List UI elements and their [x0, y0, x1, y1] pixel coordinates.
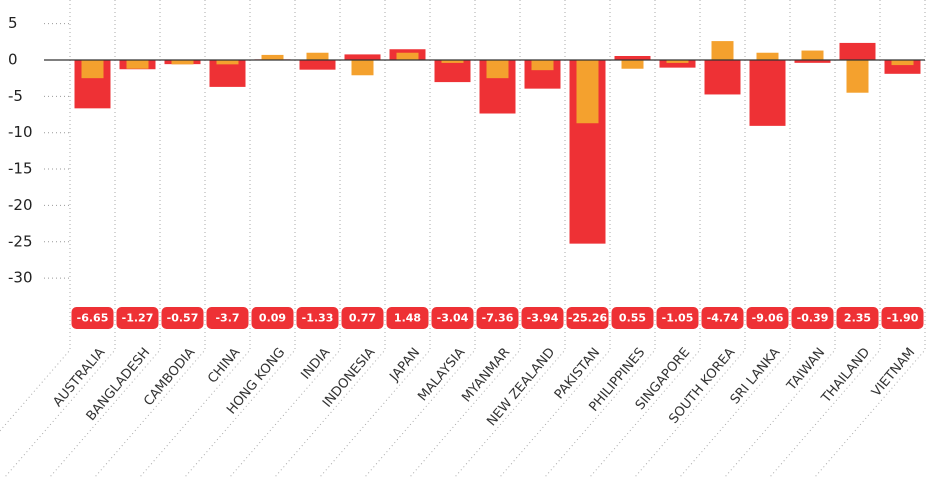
value-label-bg	[161, 307, 204, 329]
separator	[634, 0, 746, 477]
bar	[801, 50, 824, 60]
value-label: -1.05	[662, 312, 694, 325]
separator	[94, 0, 206, 477]
bar	[531, 60, 554, 71]
value-label-bg	[431, 307, 474, 329]
separator	[0, 0, 71, 432]
value-label-bg	[836, 307, 879, 329]
value-label: 2.35	[844, 312, 871, 325]
value-label: -1.90	[887, 312, 919, 325]
bar	[486, 60, 509, 79]
value-label: -6.65	[77, 312, 109, 325]
x-tick-label: TAIWAN	[784, 345, 829, 394]
x-tick-label: VIETNAM	[869, 345, 918, 400]
value-label-bg	[611, 307, 654, 329]
value-label-bg	[71, 307, 114, 329]
bar	[711, 41, 734, 60]
bar	[126, 60, 149, 69]
value-label: -0.57	[167, 312, 199, 325]
value-label-bg	[701, 307, 744, 329]
x-tick-label: CHINA	[205, 345, 243, 386]
separator	[589, 0, 701, 477]
value-label-bg	[206, 307, 249, 329]
y-tick-label: -25	[8, 232, 33, 250]
bar	[666, 60, 689, 63]
y-tick-label: -10	[8, 123, 33, 141]
value-label: -25.26	[568, 312, 608, 325]
y-tick-label: -30	[8, 269, 33, 287]
value-label-bg	[566, 307, 609, 329]
bar	[306, 52, 329, 60]
separator	[454, 0, 566, 477]
value-label: -1.27	[122, 312, 154, 325]
separator	[184, 0, 296, 477]
value-label: 1.48	[394, 312, 421, 325]
bar	[434, 60, 471, 83]
value-label-bg	[791, 307, 834, 329]
bar	[794, 60, 831, 63]
value-label-bg	[116, 307, 159, 329]
y-tick-label: -15	[8, 160, 33, 178]
separator	[139, 0, 251, 477]
bar	[749, 60, 786, 126]
value-label-bg	[881, 307, 924, 329]
value-label: -3.04	[437, 312, 469, 325]
separator	[4, 0, 116, 477]
bar	[171, 60, 194, 65]
bar	[209, 60, 246, 87]
value-label-bg	[476, 307, 519, 329]
value-label-bg	[656, 307, 699, 329]
value-label: -1.33	[302, 312, 334, 325]
y-tick-label: -5	[8, 87, 23, 105]
bar	[704, 60, 741, 95]
bar	[299, 60, 336, 70]
value-label: -7.36	[482, 312, 514, 325]
separator	[769, 0, 881, 477]
value-label: 0.77	[349, 312, 376, 325]
bar	[576, 60, 599, 124]
bar	[614, 56, 651, 60]
bar	[351, 60, 374, 76]
bar	[891, 60, 914, 66]
value-label: 0.55	[619, 312, 646, 325]
bar	[441, 60, 464, 63]
bar	[621, 60, 644, 69]
value-label: 0.09	[259, 312, 286, 325]
bar	[81, 60, 104, 79]
separator	[679, 0, 791, 477]
value-label: -9.06	[752, 312, 784, 325]
bar	[216, 60, 239, 65]
bar	[659, 60, 696, 68]
value-label-bg	[746, 307, 789, 329]
value-label: -4.74	[707, 312, 739, 325]
separator	[724, 0, 836, 477]
bar	[846, 60, 869, 93]
value-label-bg	[386, 307, 429, 329]
y-tick-label: 5	[8, 14, 18, 32]
separator	[499, 0, 611, 477]
separator	[319, 0, 431, 477]
y-tick-label: 0	[8, 51, 18, 69]
bar	[261, 54, 284, 60]
separator	[274, 0, 386, 477]
value-label: -3.94	[527, 312, 559, 325]
separator	[229, 0, 341, 477]
value-label: -0.39	[797, 312, 829, 325]
separator	[544, 0, 656, 477]
value-label-bg	[251, 307, 294, 329]
value-label-bg	[521, 307, 564, 329]
separator	[364, 0, 476, 477]
separator	[409, 0, 521, 477]
bar	[756, 52, 779, 60]
separator	[49, 0, 161, 477]
value-label-bg	[341, 307, 384, 329]
bar	[344, 54, 381, 60]
y-tick-label: -20	[8, 196, 33, 214]
separator	[814, 0, 926, 477]
value-label: -3.7	[215, 312, 239, 325]
bar	[839, 42, 876, 60]
bar	[396, 52, 419, 60]
value-label-bg	[296, 307, 339, 329]
